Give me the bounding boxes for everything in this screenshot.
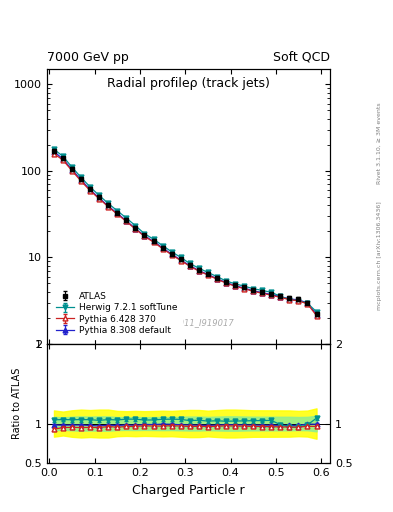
Y-axis label: Ratio to ATLAS: Ratio to ATLAS	[12, 368, 22, 439]
Text: 7000 GeV pp: 7000 GeV pp	[47, 51, 129, 64]
Legend: ATLAS, Herwig 7.2.1 softTune, Pythia 6.428 370, Pythia 8.308 default: ATLAS, Herwig 7.2.1 softTune, Pythia 6.4…	[51, 288, 182, 339]
Text: mcplots.cern.ch [arXiv:1306.3436]: mcplots.cern.ch [arXiv:1306.3436]	[377, 202, 382, 310]
Text: Rivet 3.1.10, ≥ 3M events: Rivet 3.1.10, ≥ 3M events	[377, 102, 382, 184]
X-axis label: Charged Particle r: Charged Particle r	[132, 484, 245, 497]
Text: Soft QCD: Soft QCD	[273, 51, 330, 64]
Text: ATLAS_2011_I919017: ATLAS_2011_I919017	[143, 318, 234, 327]
Text: Radial profileρ (track jets): Radial profileρ (track jets)	[107, 77, 270, 90]
